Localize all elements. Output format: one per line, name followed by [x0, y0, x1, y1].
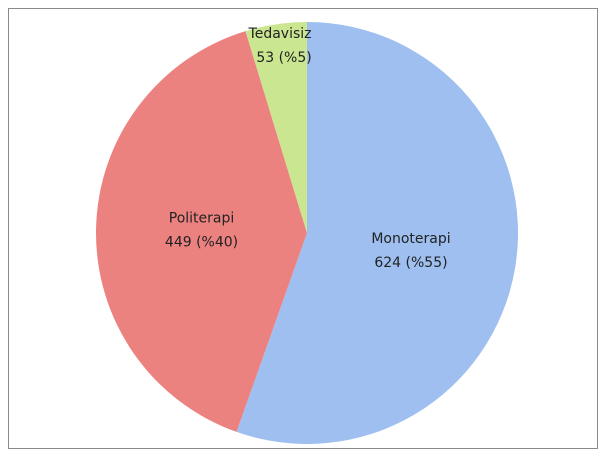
- value-label: 624 (%55): [374, 255, 447, 271]
- pie-slice: [245, 22, 307, 233]
- pie-slice: [95, 31, 307, 432]
- value-label: 449 (%40): [165, 235, 238, 251]
- value-label: 53 (%5): [256, 50, 311, 66]
- slice-label: Politerapi: [169, 211, 235, 227]
- slice-label: Tedavisiz: [248, 26, 312, 42]
- pie-slice: [236, 22, 518, 444]
- slice-label: Monoterapi: [371, 231, 450, 247]
